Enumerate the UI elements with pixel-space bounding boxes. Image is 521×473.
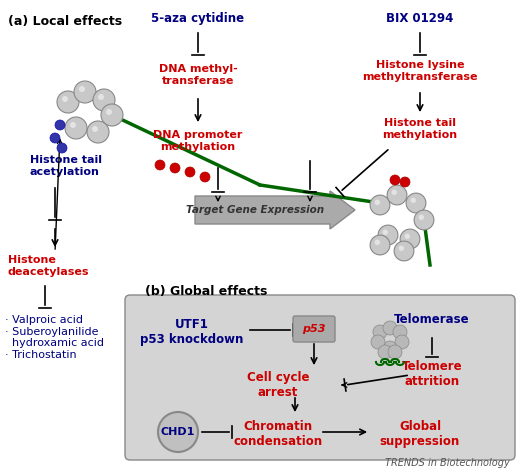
FancyBboxPatch shape (145, 53, 251, 99)
Circle shape (50, 133, 60, 143)
Circle shape (390, 175, 400, 185)
Circle shape (79, 86, 85, 92)
Text: Global
suppression: Global suppression (380, 420, 460, 448)
FancyBboxPatch shape (293, 316, 335, 342)
Circle shape (400, 229, 420, 249)
Circle shape (101, 104, 123, 126)
Circle shape (375, 240, 380, 245)
Circle shape (411, 198, 416, 203)
Circle shape (87, 121, 109, 143)
Circle shape (106, 109, 112, 115)
Text: (b) Global effects: (b) Global effects (145, 285, 267, 298)
FancyBboxPatch shape (125, 295, 515, 460)
Text: Cell cycle
arrest: Cell cycle arrest (247, 371, 309, 399)
Text: DNA methyl-
transferase: DNA methyl- transferase (158, 64, 238, 86)
Circle shape (382, 229, 388, 235)
Circle shape (55, 120, 65, 130)
Circle shape (400, 177, 410, 187)
Circle shape (414, 210, 434, 230)
Circle shape (394, 241, 414, 261)
Circle shape (57, 143, 67, 153)
Circle shape (373, 325, 387, 339)
Text: DNA promoter
methylation: DNA promoter methylation (153, 130, 243, 152)
Text: p53: p53 (302, 324, 326, 334)
Circle shape (70, 122, 76, 128)
Circle shape (74, 81, 96, 103)
Circle shape (371, 335, 385, 349)
Circle shape (388, 345, 402, 359)
Circle shape (185, 167, 195, 177)
Text: BIX 01294: BIX 01294 (386, 12, 454, 25)
Circle shape (98, 94, 104, 100)
Circle shape (158, 412, 198, 452)
Text: Histone
deacetylases: Histone deacetylases (8, 255, 90, 277)
Circle shape (383, 321, 397, 335)
Circle shape (370, 235, 390, 255)
Text: Telomerase: Telomerase (394, 313, 470, 326)
Circle shape (62, 96, 68, 102)
Text: Chromatin
condensation: Chromatin condensation (233, 420, 322, 448)
Text: Target Gene Expression: Target Gene Expression (186, 205, 324, 215)
Circle shape (370, 195, 390, 215)
Circle shape (395, 335, 409, 349)
Circle shape (392, 190, 397, 195)
Circle shape (200, 172, 210, 182)
Text: TRENDS in Biotechnology: TRENDS in Biotechnology (385, 458, 510, 468)
Text: Histone tail
acetylation: Histone tail acetylation (30, 155, 102, 176)
Circle shape (383, 341, 397, 355)
Circle shape (393, 325, 407, 339)
Circle shape (93, 89, 115, 111)
Text: Histone lysine
methyltransferase: Histone lysine methyltransferase (362, 60, 478, 82)
Circle shape (92, 126, 98, 132)
Circle shape (399, 245, 404, 251)
Text: (a) Local effects: (a) Local effects (8, 15, 122, 28)
Text: CHD1: CHD1 (161, 427, 195, 437)
Text: UTF1
p53 knockdown: UTF1 p53 knockdown (140, 318, 244, 346)
Text: Telomere
attrition: Telomere attrition (402, 360, 462, 388)
FancyArrow shape (195, 191, 355, 229)
Circle shape (418, 215, 424, 220)
Text: · Valproic acid
· Suberoylanilide
  hydroxamic acid
· Trichostatin: · Valproic acid · Suberoylanilide hydrox… (5, 315, 104, 360)
Circle shape (375, 200, 380, 205)
Circle shape (170, 163, 180, 173)
Text: Histone tail
methylation: Histone tail methylation (382, 118, 457, 140)
Circle shape (378, 345, 392, 359)
Circle shape (387, 185, 407, 205)
Circle shape (406, 193, 426, 213)
Circle shape (155, 160, 165, 170)
Circle shape (65, 117, 87, 139)
Circle shape (378, 225, 398, 245)
Circle shape (57, 91, 79, 113)
Circle shape (405, 234, 410, 239)
Text: 5-aza cytidine: 5-aza cytidine (152, 12, 244, 25)
